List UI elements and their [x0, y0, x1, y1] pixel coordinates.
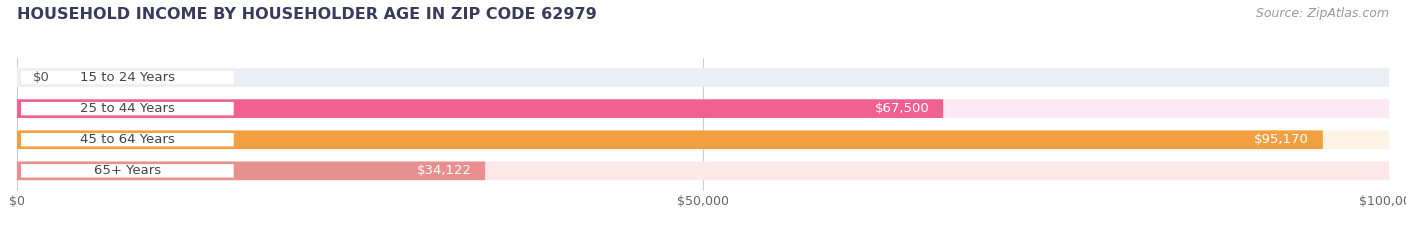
FancyBboxPatch shape — [21, 164, 233, 178]
Text: 25 to 44 Years: 25 to 44 Years — [80, 102, 174, 115]
FancyBboxPatch shape — [21, 71, 233, 84]
Text: Source: ZipAtlas.com: Source: ZipAtlas.com — [1256, 7, 1389, 20]
FancyBboxPatch shape — [17, 99, 943, 118]
FancyBboxPatch shape — [21, 133, 233, 147]
FancyBboxPatch shape — [17, 68, 1389, 87]
Text: 15 to 24 Years: 15 to 24 Years — [80, 71, 174, 84]
Text: HOUSEHOLD INCOME BY HOUSEHOLDER AGE IN ZIP CODE 62979: HOUSEHOLD INCOME BY HOUSEHOLDER AGE IN Z… — [17, 7, 596, 22]
FancyBboxPatch shape — [17, 130, 1323, 149]
FancyBboxPatch shape — [17, 130, 1389, 149]
FancyBboxPatch shape — [17, 99, 1389, 118]
Text: $0: $0 — [34, 71, 51, 84]
Text: $34,122: $34,122 — [416, 164, 471, 177]
Text: 65+ Years: 65+ Years — [94, 164, 160, 177]
Text: $95,170: $95,170 — [1254, 133, 1309, 146]
Text: $67,500: $67,500 — [875, 102, 929, 115]
Text: 45 to 64 Years: 45 to 64 Years — [80, 133, 174, 146]
FancyBboxPatch shape — [17, 161, 1389, 180]
FancyBboxPatch shape — [21, 102, 233, 115]
FancyBboxPatch shape — [17, 161, 485, 180]
